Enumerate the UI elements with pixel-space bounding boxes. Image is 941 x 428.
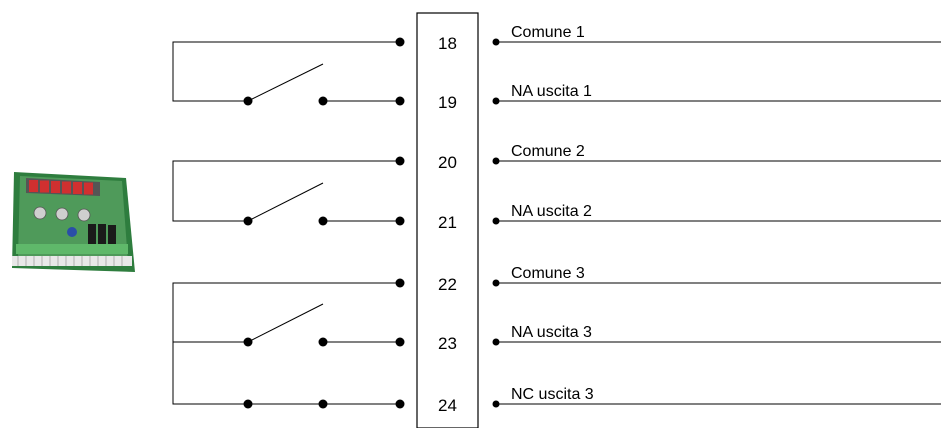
terminal-number: 18 <box>438 34 457 53</box>
terminal-row: 23 NA uscita 3 <box>395 324 941 353</box>
terminal-label: NC uscita 3 <box>511 386 594 403</box>
terminal-label: Comune 2 <box>511 143 585 160</box>
terminal-row: 24 NC uscita 3 <box>395 386 941 415</box>
device-image <box>12 172 135 272</box>
relay-2-contacts <box>172 160 400 226</box>
relay-3-contacts <box>172 282 400 409</box>
terminal-row: 18 Comune 1 <box>395 24 941 53</box>
terminal-label: Comune 1 <box>511 24 585 41</box>
terminal-number: 20 <box>438 153 457 172</box>
terminal-number: 23 <box>438 334 457 353</box>
terminal-row: 21 NA uscita 2 <box>395 203 941 232</box>
terminal-number: 21 <box>438 213 457 232</box>
terminal-row: 22 Comune 3 <box>395 265 941 294</box>
terminal-row: 20 Comune 2 <box>395 143 941 172</box>
terminal-label: NA uscita 1 <box>511 83 592 100</box>
terminal-label: NA uscita 3 <box>511 324 592 341</box>
relay-1-contacts <box>172 41 400 106</box>
terminal-label: NA uscita 2 <box>511 203 592 220</box>
terminal-block <box>416 12 479 428</box>
terminal-row: 19 NA uscita 1 <box>395 83 941 112</box>
terminal-number: 19 <box>438 93 457 112</box>
terminal-label: Comune 3 <box>511 265 585 282</box>
terminal-number: 24 <box>438 396 457 415</box>
terminal-number: 22 <box>438 275 457 294</box>
